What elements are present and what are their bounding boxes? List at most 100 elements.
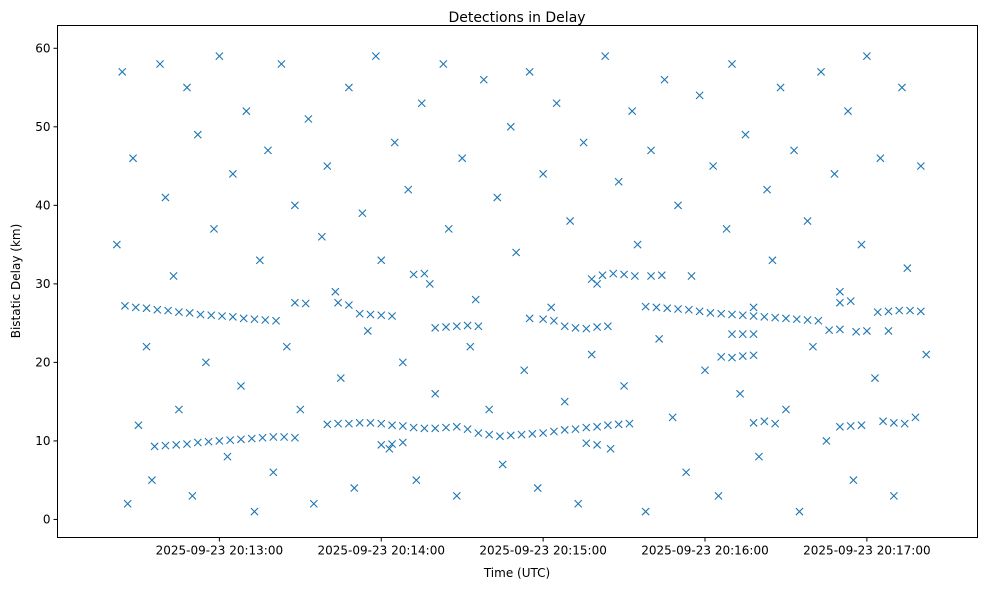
data-point-marker: [277, 59, 286, 68]
data-point-marker: [355, 418, 364, 427]
data-point-marker: [870, 374, 879, 383]
data-point-marker: [781, 405, 790, 414]
data-point-marker: [183, 83, 191, 92]
data-point-marker: [876, 154, 885, 163]
data-point-marker: [317, 232, 326, 241]
data-point-marker: [228, 169, 237, 178]
data-point-marker: [334, 298, 343, 307]
data-point-marker: [593, 440, 602, 449]
data-point-marker: [118, 67, 127, 76]
data-point-marker: [706, 308, 715, 317]
data-point-marker: [290, 298, 299, 307]
data-point-marker: [218, 312, 227, 321]
data-point-marker: [763, 185, 772, 194]
data-point-marker: [647, 272, 656, 280]
data-point-marker: [808, 342, 817, 351]
data-point-marker: [922, 350, 931, 359]
data-point-marker: [862, 326, 871, 335]
x-tick-label: 2025-09-23 20:15:00: [479, 544, 606, 558]
data-point-marker: [272, 316, 281, 325]
data-point-marker: [409, 423, 418, 432]
data-point-marker: [628, 107, 637, 116]
data-point-marker: [717, 352, 726, 361]
data-point-marker: [385, 444, 394, 453]
data-point-marker: [582, 423, 591, 432]
data-point-marker: [549, 427, 558, 436]
data-point-marker: [512, 248, 521, 257]
data-point-marker: [603, 421, 612, 430]
data-point-marker: [239, 314, 248, 323]
data-point-marker: [835, 325, 844, 334]
data-point-marker: [674, 201, 683, 210]
data-point-marker: [682, 468, 691, 477]
data-point-marker: [471, 295, 480, 304]
y-tick-label: 40: [35, 198, 50, 212]
data-point-marker: [344, 419, 353, 428]
data-point-marker: [889, 418, 898, 427]
y-axis-ticks: 0 10 20 30 40 50 60: [35, 41, 58, 526]
data-points: [112, 52, 931, 516]
data-point-marker: [835, 287, 844, 296]
data-point-marker: [390, 138, 399, 147]
data-point-marker: [822, 436, 831, 445]
data-point-marker: [153, 305, 162, 314]
data-point-marker: [641, 507, 650, 516]
y-tick-label: 0: [43, 512, 51, 526]
data-point-marker: [790, 146, 799, 155]
data-point-marker: [150, 442, 159, 451]
data-point-marker: [112, 240, 121, 249]
data-point-marker: [142, 342, 151, 351]
data-point-marker: [525, 314, 534, 323]
data-point-marker: [625, 419, 634, 428]
data-point-marker: [377, 419, 386, 428]
data-point-marker: [814, 316, 823, 325]
data-point-marker: [336, 374, 345, 383]
data-point-marker: [517, 430, 526, 439]
data-point-marker: [582, 439, 591, 448]
data-point-marker: [873, 308, 882, 317]
data-point-marker: [458, 154, 467, 163]
x-tick-label: 2025-09-23 20:14:00: [318, 544, 445, 558]
y-axis-label: Bistatic Delay (km): [9, 224, 23, 339]
data-point-marker: [209, 224, 218, 233]
data-point-marker: [485, 430, 494, 439]
data-point-marker: [857, 421, 866, 430]
data-point-marker: [366, 310, 375, 319]
data-point-marker: [129, 154, 138, 163]
data-point-marker: [593, 323, 602, 332]
data-point-marker: [741, 130, 750, 139]
data-point-marker: [906, 306, 915, 315]
data-point-marker: [425, 279, 434, 288]
data-point-marker: [684, 305, 693, 314]
data-point-marker: [722, 224, 731, 233]
data-point-marker: [164, 306, 173, 315]
data-point-marker: [207, 311, 216, 320]
data-point-marker: [736, 389, 745, 398]
data-point-marker: [258, 433, 267, 442]
data-point-marker: [884, 326, 893, 335]
data-point-marker: [552, 99, 561, 108]
data-point-marker: [442, 423, 450, 432]
data-point-marker: [250, 315, 259, 324]
data-point-marker: [771, 419, 780, 428]
data-point-marker: [749, 418, 758, 427]
data-point-marker: [911, 413, 920, 422]
data-point-marker: [431, 424, 440, 433]
data-point-marker: [388, 440, 397, 449]
data-point-marker: [185, 308, 194, 317]
data-point-marker: [614, 177, 623, 186]
data-point-marker: [609, 269, 618, 278]
data-point-marker: [539, 429, 548, 438]
data-point-marker: [377, 440, 386, 449]
data-point-marker: [474, 322, 483, 331]
data-point-marker: [193, 438, 202, 447]
data-point-marker: [323, 162, 332, 171]
data-point-marker: [695, 307, 704, 316]
data-point-marker: [161, 441, 170, 450]
data-point-marker: [255, 256, 264, 265]
data-point-marker: [862, 52, 871, 61]
x-tick-label: 2025-09-23 20:17:00: [803, 544, 930, 558]
data-point-marker: [852, 327, 861, 336]
data-point-marker: [201, 358, 210, 367]
